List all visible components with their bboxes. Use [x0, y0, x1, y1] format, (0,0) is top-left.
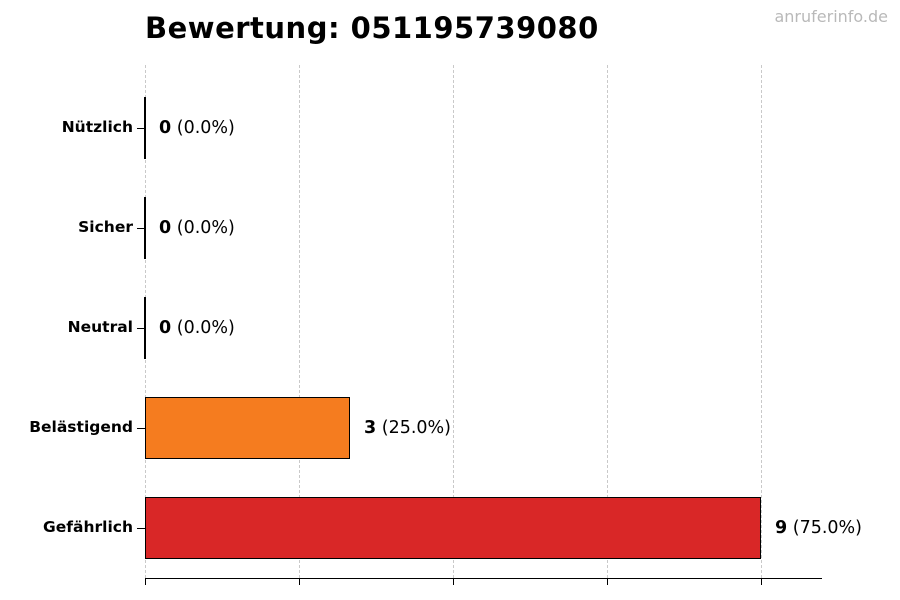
- zero-bar-nützlich: [144, 97, 146, 159]
- value-label-belästigend: 3 (25.0%): [364, 418, 451, 438]
- value-percent: (25.0%): [376, 418, 451, 438]
- category-label-3: Neutral: [67, 318, 133, 336]
- value-number: 0: [159, 118, 172, 138]
- value-label-nützlich: 0 (0.0%): [159, 118, 235, 138]
- y-axis-tick: [137, 328, 145, 329]
- category-label-5: Gefährlich: [43, 518, 133, 536]
- gridline: [453, 65, 454, 578]
- value-number: 0: [159, 318, 172, 338]
- y-axis-tick: [137, 528, 145, 529]
- category-label-2: Sicher: [78, 218, 133, 236]
- x-axis-tick: [761, 579, 762, 585]
- x-axis-tick: [299, 579, 300, 585]
- value-label-gefährlich: 9 (75.0%): [775, 518, 862, 538]
- watermark-text: anruferinfo.de: [774, 7, 888, 26]
- value-label-sicher: 0 (0.0%): [159, 218, 235, 238]
- value-label-neutral: 0 (0.0%): [159, 318, 235, 338]
- value-percent: (0.0%): [171, 218, 235, 238]
- category-label-1: Nützlich: [61, 118, 133, 136]
- x-axis-tick: [145, 579, 146, 585]
- category-label-4: Belästigend: [29, 418, 133, 436]
- value-number: 3: [364, 418, 377, 438]
- x-axis-tick: [453, 579, 454, 585]
- value-number: 9: [775, 518, 788, 538]
- value-percent: (75.0%): [787, 518, 862, 538]
- value-percent: (0.0%): [171, 118, 235, 138]
- plot-area: 0 (0.0%) 0 (0.0%) 0 (0.0%) 3 (25.0%) 9 (75.0…: [137, 65, 862, 585]
- chart-title: Bewertung: 051195739080: [145, 11, 599, 45]
- y-axis-tick: [137, 428, 145, 429]
- y-axis-tick: [137, 128, 145, 129]
- x-axis-tick: [607, 579, 608, 585]
- value-percent: (0.0%): [171, 318, 235, 338]
- gridline: [607, 65, 608, 578]
- gridline: [761, 65, 762, 578]
- y-axis-tick: [137, 228, 145, 229]
- value-number: 0: [159, 218, 172, 238]
- zero-bar-sicher: [144, 197, 146, 259]
- bar-belästigend: [145, 397, 350, 459]
- zero-bar-neutral: [144, 297, 146, 359]
- gridline: [299, 65, 300, 578]
- x-axis-line: [145, 578, 822, 579]
- bar-gefährlich: [145, 497, 761, 559]
